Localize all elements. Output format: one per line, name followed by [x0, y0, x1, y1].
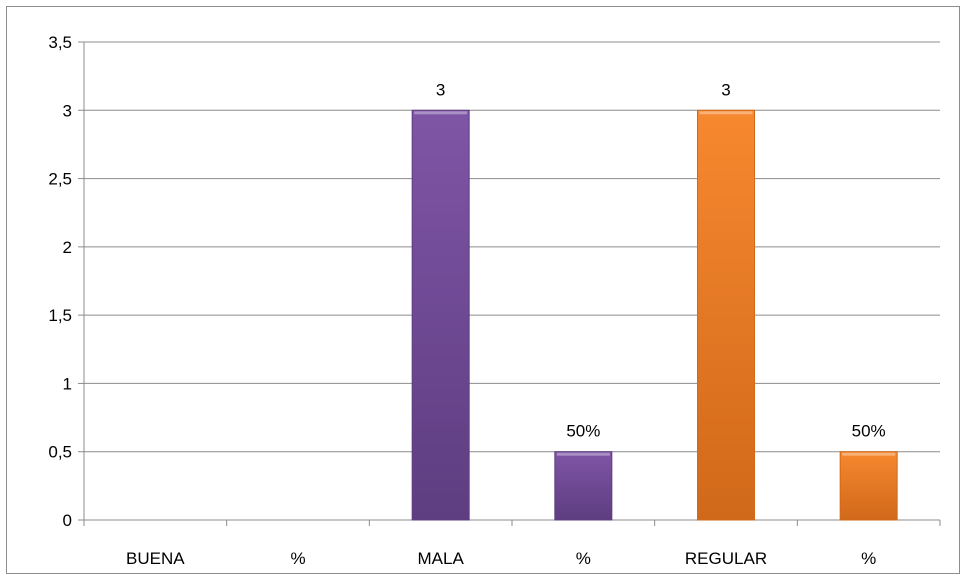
bars: [411, 109, 898, 521]
bar-highlight: [842, 452, 896, 456]
axes: [83, 42, 940, 521]
x-category-label: %: [290, 549, 305, 568]
y-tick-label: 1,5: [48, 306, 72, 325]
y-tick-label: 2,5: [48, 170, 72, 189]
chart-frame: [6, 6, 960, 574]
data-label: 3: [436, 80, 445, 99]
bar: [554, 451, 613, 521]
x-category-label: %: [861, 549, 876, 568]
data-label: 50%: [566, 422, 600, 441]
bar: [411, 109, 470, 521]
bar-highlight: [414, 111, 468, 115]
data-labels: 3 50% 3 50%: [436, 80, 886, 440]
y-tick-label: 0,5: [48, 443, 72, 462]
x-category-label: %: [576, 549, 591, 568]
y-tick-label: 1: [63, 374, 72, 393]
x-category-label: MALA: [418, 549, 465, 568]
y-tick-label: 3,5: [48, 33, 72, 52]
x-category-label: BUENA: [126, 549, 185, 568]
y-axis-ticks: 0 0,5 1 1,5 2 2,5 3 3,5: [48, 33, 84, 530]
bar: [839, 451, 898, 521]
bar-highlight: [556, 452, 610, 456]
y-tick-label: 3: [63, 101, 72, 120]
gridlines: [84, 41, 940, 453]
bar-highlight: [699, 111, 753, 115]
x-category-label: REGULAR: [685, 549, 767, 568]
data-label: 3: [721, 80, 730, 99]
bar: [697, 109, 755, 521]
x-axis-ticks: BUENA% MALA% REGULAR%: [83, 520, 941, 568]
y-tick-label: 0: [63, 511, 72, 530]
data-label: 50%: [852, 422, 886, 441]
y-tick-label: 2: [63, 238, 72, 257]
